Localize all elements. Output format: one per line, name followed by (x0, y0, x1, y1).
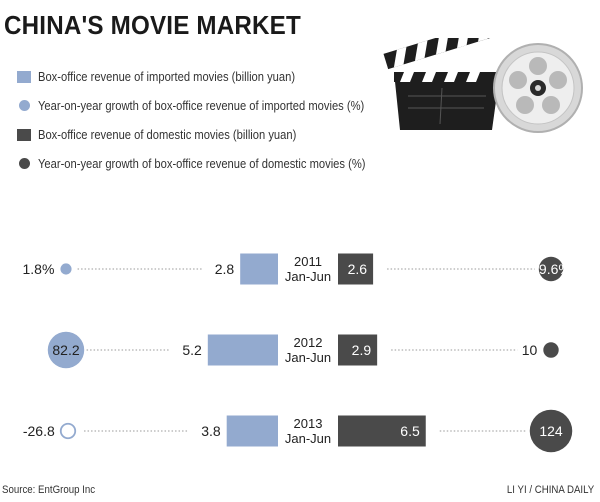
domestic-revenue-bar (338, 415, 426, 447)
imported-revenue-label: 2.8 (215, 261, 235, 277)
domestic-revenue-label: 2.6 (348, 261, 368, 277)
film-reel-icon (493, 43, 583, 133)
domestic-growth-label: 124 (539, 423, 563, 439)
legend-label-domestic-growth: Year-on-year growth of box-office revenu… (38, 156, 366, 171)
domestic-growth-label: 10 (522, 342, 538, 358)
imported-growth-dot (59, 422, 77, 440)
credit-note: LI YI / CHINA DAILY (506, 484, 594, 496)
imported-revenue-bar (226, 415, 278, 447)
domestic-growth-dot (529, 409, 573, 453)
imported-revenue-label: 5.2 (182, 342, 202, 358)
period-label: 2011 Jan-Jun (285, 254, 331, 284)
domestic-revenue-bar (338, 334, 378, 366)
imported-growth-dot (60, 263, 72, 275)
period-label: 2012 Jan-Jun (285, 335, 331, 365)
imported-revenue-bar (240, 253, 278, 285)
legend-item-imported-growth: Year-on-year growth of box-office revenu… (17, 91, 419, 120)
legend-dot-imported-growth (19, 100, 30, 111)
legend-item-domestic-growth: Year-on-year growth of box-office revenu… (17, 149, 419, 178)
legend-label-imported-growth: Year-on-year growth of box-office revenu… (38, 98, 365, 113)
imported-growth-dot (47, 331, 85, 369)
domestic-growth-label: 49.6% (531, 261, 571, 277)
imported-revenue-bar (207, 334, 278, 366)
chart-title: CHINA'S MOVIE MARKET (4, 10, 301, 40)
legend-item-domestic-revenue: Box-office revenue of domestic movies (b… (17, 120, 419, 149)
period-label: 2013 Jan-Jun (285, 416, 331, 446)
legend-swatch-imported-revenue (17, 70, 31, 83)
legend-label-domestic-revenue: Box-office revenue of domestic movies (b… (38, 127, 297, 142)
source-note: Source: EntGroup Inc (2, 484, 96, 496)
imported-revenue-label: 3.8 (201, 423, 221, 439)
legend-swatch-domestic-revenue (17, 128, 31, 141)
domestic-growth-dot (538, 256, 564, 282)
imported-growth-label: 1.8% (23, 261, 55, 277)
imported-growth-label: 82.2 (52, 342, 79, 358)
movie-illustration (382, 21, 592, 139)
domestic-revenue-label: 6.5 (400, 423, 420, 439)
legend-item-imported-revenue: Box-office revenue of imported movies (b… (17, 62, 419, 91)
legend: Box-office revenue of imported movies (b… (17, 62, 419, 178)
legend-dot-domestic-growth (19, 158, 30, 169)
domestic-revenue-label: 2.9 (352, 342, 372, 358)
imported-growth-label: -26.8 (23, 423, 55, 439)
domestic-revenue-bar (338, 253, 374, 285)
domestic-growth-dot (543, 342, 559, 358)
legend-label-imported-revenue: Box-office revenue of imported movies (b… (38, 69, 296, 84)
